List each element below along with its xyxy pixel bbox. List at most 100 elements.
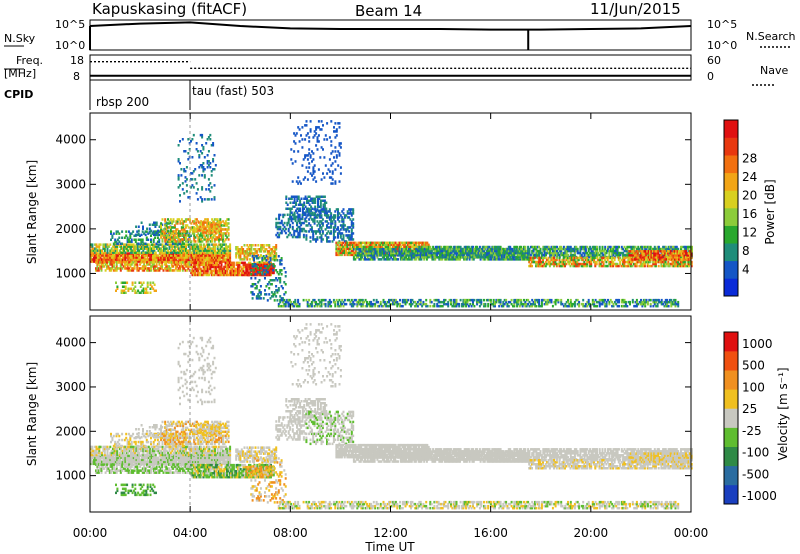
power-cell [250, 285, 253, 288]
power-cell [215, 243, 218, 246]
power-cell [218, 251, 221, 254]
power-cell [509, 255, 512, 259]
power-cell [332, 238, 335, 241]
power-cell [180, 254, 183, 257]
power-cell [193, 226, 196, 229]
power-cell [327, 226, 330, 229]
power-cell [339, 247, 342, 251]
power-cell [181, 240, 184, 243]
power-cell [533, 256, 536, 260]
power-cell [232, 265, 235, 269]
power-cell [260, 265, 263, 269]
power-cell [319, 195, 322, 198]
power-cell [226, 256, 229, 259]
power-cell [114, 269, 117, 272]
power-cell [96, 267, 99, 270]
power-cell [281, 297, 284, 300]
power-cell [340, 253, 343, 257]
power-cell [227, 232, 230, 235]
power-cell [157, 269, 159, 272]
power-cell [200, 256, 203, 259]
power-cell [196, 225, 199, 228]
power-cell [243, 258, 246, 261]
power-cell [307, 199, 310, 202]
power-cell [163, 267, 166, 270]
power-cell [99, 267, 102, 270]
power-cell [163, 258, 165, 261]
power-cell [212, 234, 215, 237]
power-cell [135, 291, 138, 294]
power-cell [124, 254, 127, 257]
power-cell [206, 225, 209, 228]
power-cell [221, 269, 224, 273]
power-cell [222, 236, 225, 239]
power-cell [207, 258, 210, 261]
power-cell [320, 214, 323, 217]
power-cell [161, 230, 164, 233]
power-cell [146, 258, 149, 261]
power-cell [112, 254, 114, 257]
power-cell [296, 223, 298, 227]
power-cell [103, 249, 106, 252]
power-cell [277, 273, 280, 276]
power-cell [258, 291, 261, 294]
power-cell [112, 263, 115, 266]
power-cell [317, 203, 319, 206]
power-cell [178, 230, 180, 233]
power-cell [197, 229, 200, 232]
power-cell [249, 261, 252, 265]
power-cell [227, 218, 230, 221]
power-cell [257, 295, 260, 298]
power-cell [191, 261, 194, 265]
power-cell [194, 261, 197, 265]
power-cell [95, 256, 98, 259]
power-cell [125, 234, 128, 237]
power-cell [160, 226, 163, 229]
power-cell [154, 265, 157, 268]
power-cell [231, 271, 234, 275]
power-cell [191, 254, 194, 257]
power-cell [229, 260, 232, 263]
power-cell [106, 251, 109, 254]
power-cell [167, 256, 170, 259]
power-cell [149, 291, 152, 294]
power-cell [208, 227, 211, 230]
power-cell [253, 261, 256, 265]
station-title: Kapuskasing (fitACF) [92, 0, 247, 18]
power-cell [211, 227, 214, 230]
power-cell [224, 228, 227, 231]
power-cell [172, 265, 175, 268]
power-cell [98, 256, 101, 259]
power-cell [172, 238, 175, 241]
power-cell [168, 222, 171, 225]
power-cell [190, 228, 193, 231]
power-cell [223, 267, 226, 271]
power-cell [268, 269, 271, 273]
power-cell [214, 223, 217, 226]
power-cell [260, 254, 262, 257]
power-cell [290, 215, 293, 219]
power-cell [337, 236, 339, 239]
power-cell [205, 271, 208, 275]
power-cell [221, 267, 224, 271]
power-cell [345, 214, 348, 217]
power-cell [134, 254, 137, 257]
power-cell [310, 228, 313, 231]
power-cell [311, 199, 314, 202]
power-cell [256, 269, 259, 273]
power-cell [280, 285, 283, 288]
power-cell [185, 265, 188, 268]
power-cell [144, 233, 147, 237]
power-cell [210, 231, 213, 234]
power-cell [338, 247, 341, 251]
power-cell [106, 243, 109, 246]
power-cell [125, 267, 128, 270]
power-cell [214, 249, 216, 252]
power-cell [189, 249, 192, 252]
power-cell [305, 236, 308, 239]
power-cell [208, 254, 211, 257]
power-cell [206, 240, 209, 243]
power-cell [241, 271, 244, 275]
power-cell [298, 221, 301, 225]
power-cell [197, 273, 200, 277]
